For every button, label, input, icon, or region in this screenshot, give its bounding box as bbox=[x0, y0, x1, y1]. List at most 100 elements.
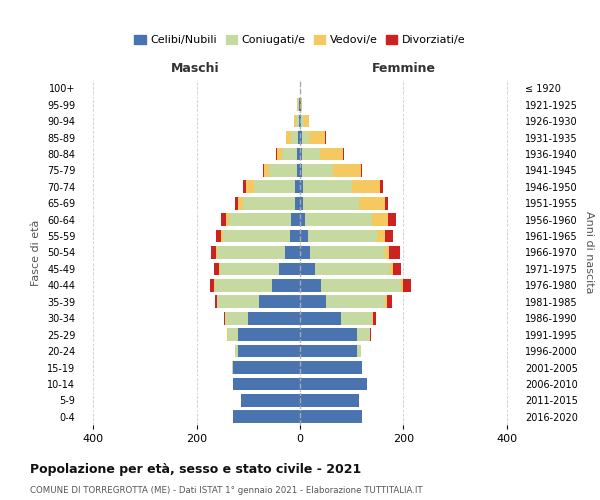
Bar bbox=[221, 213, 226, 226]
Bar bbox=[300, 328, 357, 341]
Bar bbox=[387, 296, 392, 308]
Bar bbox=[352, 180, 380, 193]
Bar bbox=[238, 344, 300, 358]
Bar bbox=[372, 312, 373, 324]
Bar bbox=[300, 131, 302, 144]
Bar bbox=[300, 361, 362, 374]
Bar bbox=[302, 131, 309, 144]
Bar bbox=[359, 197, 385, 209]
Bar bbox=[229, 213, 291, 226]
Bar bbox=[272, 279, 300, 292]
Bar bbox=[300, 279, 320, 292]
Bar bbox=[305, 213, 372, 226]
Bar bbox=[282, 148, 298, 160]
Bar bbox=[320, 279, 401, 292]
Bar bbox=[219, 262, 220, 276]
Bar bbox=[341, 312, 372, 324]
Bar bbox=[302, 164, 332, 177]
Bar bbox=[298, 148, 300, 160]
Bar bbox=[223, 230, 290, 242]
Bar bbox=[332, 164, 361, 177]
Bar bbox=[215, 279, 272, 292]
Bar bbox=[391, 262, 393, 276]
Bar bbox=[373, 312, 376, 324]
Bar bbox=[215, 296, 217, 308]
Bar bbox=[232, 361, 233, 374]
Bar bbox=[385, 230, 393, 242]
Bar bbox=[370, 328, 371, 341]
Bar bbox=[299, 98, 300, 111]
Y-axis label: Anni di nascita: Anni di nascita bbox=[584, 211, 595, 294]
Bar bbox=[343, 148, 344, 160]
Bar bbox=[326, 296, 385, 308]
Bar bbox=[209, 279, 214, 292]
Bar bbox=[304, 114, 309, 128]
Bar bbox=[216, 230, 221, 242]
Bar bbox=[233, 410, 300, 423]
Bar bbox=[225, 312, 248, 324]
Bar bbox=[295, 197, 300, 209]
Bar bbox=[385, 197, 388, 209]
Legend: Celibi/Nubili, Coniugati/e, Vedovi/e, Divorziati/e: Celibi/Nubili, Coniugati/e, Vedovi/e, Di… bbox=[130, 30, 470, 50]
Bar bbox=[316, 262, 391, 276]
Bar bbox=[259, 296, 300, 308]
Text: COMUNE DI TORREGROTTA (ME) - Dati ISTAT 1° gennaio 2021 - Elaborazione TUTTITALI: COMUNE DI TORREGROTTA (ME) - Dati ISTAT … bbox=[30, 486, 422, 495]
Text: Femmine: Femmine bbox=[373, 62, 436, 75]
Bar bbox=[403, 279, 411, 292]
Bar bbox=[297, 98, 298, 111]
Bar bbox=[302, 197, 359, 209]
Bar bbox=[277, 148, 282, 160]
Bar bbox=[300, 246, 310, 259]
Bar bbox=[320, 148, 343, 160]
Bar bbox=[377, 230, 385, 242]
Bar bbox=[295, 180, 300, 193]
Bar bbox=[217, 246, 284, 259]
Bar bbox=[300, 148, 302, 160]
Bar bbox=[300, 410, 362, 423]
Bar bbox=[388, 213, 395, 226]
Bar bbox=[243, 197, 295, 209]
Bar bbox=[221, 230, 223, 242]
Bar bbox=[401, 279, 403, 292]
Bar bbox=[246, 180, 254, 193]
Y-axis label: Fasce di età: Fasce di età bbox=[31, 220, 41, 286]
Bar bbox=[243, 180, 246, 193]
Bar bbox=[300, 394, 359, 407]
Bar bbox=[235, 344, 238, 358]
Bar bbox=[224, 312, 225, 324]
Bar bbox=[263, 164, 264, 177]
Bar bbox=[300, 114, 301, 128]
Bar bbox=[269, 164, 298, 177]
Bar bbox=[214, 279, 215, 292]
Bar bbox=[264, 164, 269, 177]
Bar bbox=[361, 164, 362, 177]
Bar bbox=[309, 131, 325, 144]
Bar bbox=[238, 197, 243, 209]
Bar bbox=[300, 296, 326, 308]
Bar bbox=[300, 213, 305, 226]
Bar bbox=[393, 262, 401, 276]
Bar bbox=[291, 213, 300, 226]
Bar bbox=[296, 114, 299, 128]
Bar bbox=[357, 328, 370, 341]
Bar bbox=[238, 328, 300, 341]
Bar bbox=[276, 148, 277, 160]
Bar bbox=[227, 328, 228, 341]
Bar bbox=[302, 148, 320, 160]
Bar bbox=[284, 246, 300, 259]
Bar bbox=[220, 262, 280, 276]
Bar bbox=[300, 312, 341, 324]
Text: Maschi: Maschi bbox=[172, 62, 220, 75]
Bar bbox=[300, 98, 301, 111]
Bar bbox=[254, 180, 295, 193]
Bar bbox=[308, 230, 377, 242]
Bar bbox=[300, 230, 308, 242]
Bar bbox=[291, 131, 298, 144]
Bar bbox=[300, 344, 357, 358]
Bar bbox=[211, 246, 217, 259]
Bar bbox=[300, 180, 302, 193]
Bar bbox=[372, 213, 388, 226]
Bar bbox=[298, 164, 300, 177]
Bar bbox=[233, 361, 300, 374]
Bar bbox=[300, 378, 367, 390]
